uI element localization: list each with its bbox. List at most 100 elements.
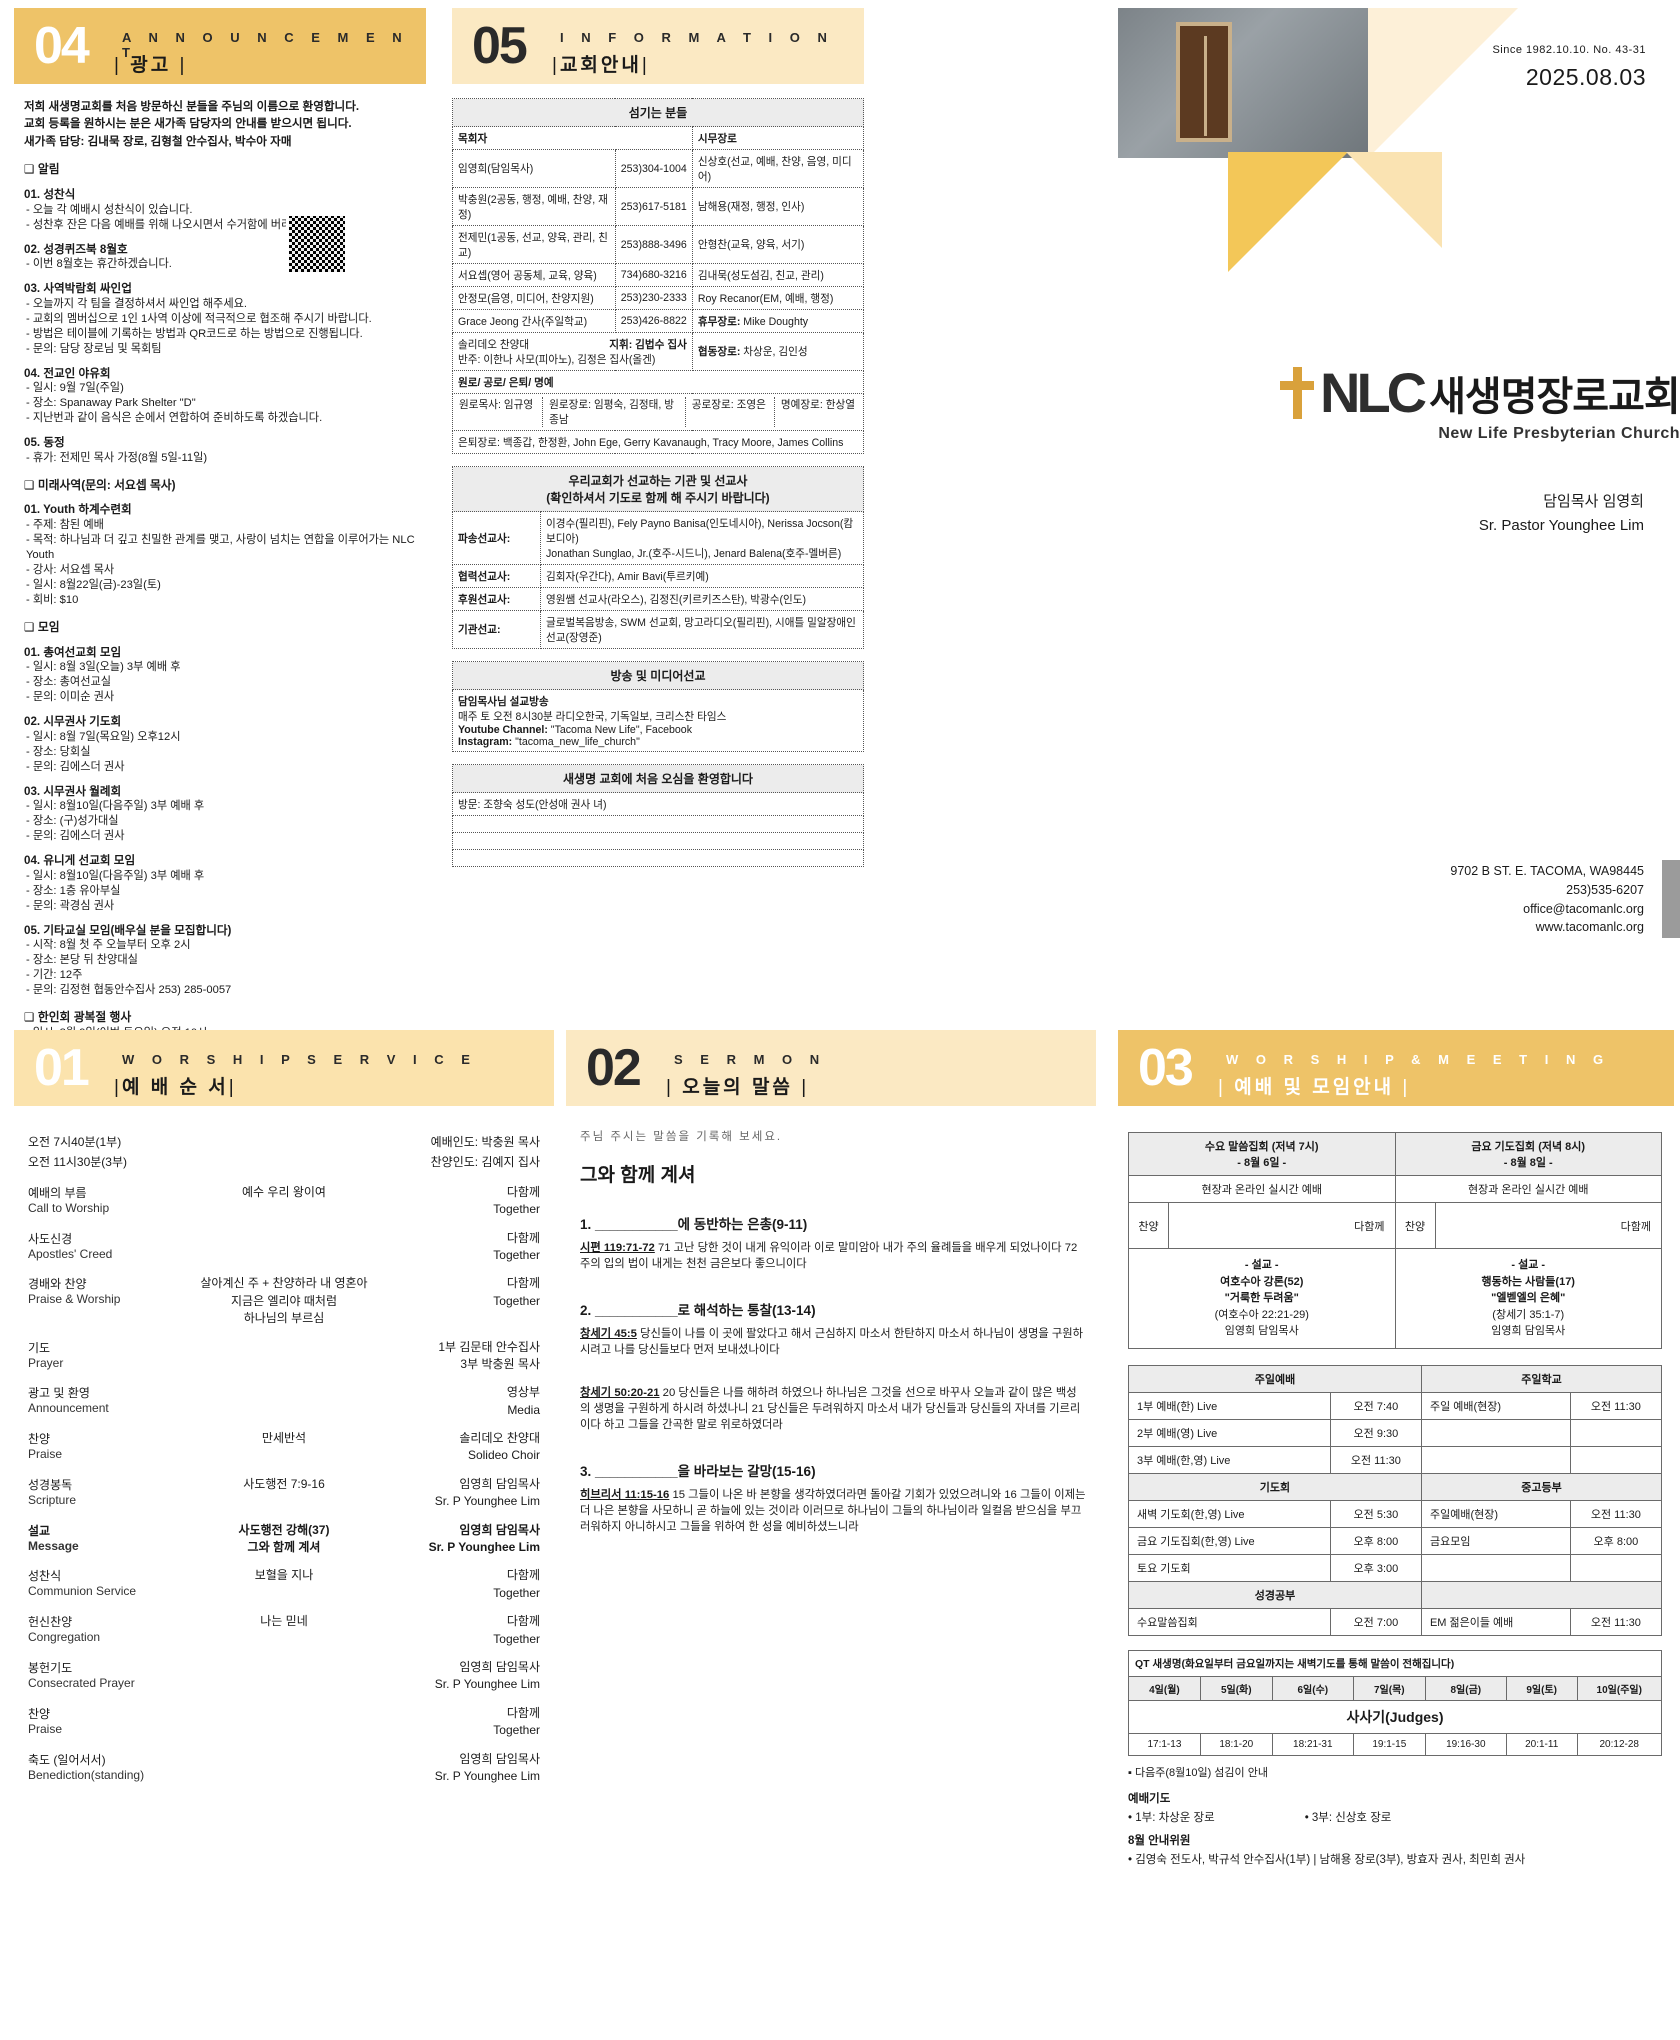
prayer-head: 예배기도 [1128, 1792, 1171, 1805]
qt-day: 4일(월) [1128, 1675, 1201, 1701]
worship-time-row: 오전 11시30분(3부) 찬양인도: 김예지 집사 [28, 1152, 540, 1172]
welcome-row: 방문: 조향숙 성도(안성애 권사 녀) [452, 792, 864, 816]
announcement-item-line: - 주제: 참된 예배 [26, 518, 104, 531]
announcement-body: 저희 새생명교회를 처음 방문하신 분들을 주님의 이름으로 환영합니다. 교회 … [14, 84, 426, 1056]
sermon-title: 그와 함께 계셔 [580, 1165, 696, 1186]
announcement-item-line: - 일시: 9월 7일(주일) [26, 382, 124, 395]
announcement-item-line: - 문의: 김에스더 권사 [26, 830, 125, 843]
honorary-cell: 공로장로: 조영은 [684, 397, 774, 427]
schedule-time [1569, 1445, 1663, 1474]
table-row: - 설교 - 여호수아 강론(52) "거룩한 두려움" (여호수아 22:21-29… [1128, 1248, 1662, 1349]
mission-label: 후원선교사: [452, 587, 541, 611]
worship-order-row: 성찬식 Communion Service 보혈을 지나 다함께 Together [28, 1556, 540, 1602]
announcement-item-line: - 일시: 8월 7일(목요일) 오후12시 [26, 730, 181, 743]
announcement-item-title: 01. Youth 하계수련회 [24, 503, 132, 517]
schedule-time: 오전 11:30 [1569, 1499, 1663, 1528]
schedule-label: 2부 예배(영) Live [1128, 1418, 1331, 1447]
worship-item-detail [178, 1705, 390, 1740]
table-row: 은퇴장로: 백종갑, 한정환, John Ege, Gerry Kavanaug… [452, 430, 864, 454]
announcement-item-title: 02. 성경퀴즈북 8월호 [24, 242, 128, 256]
qt-day: 8일(금) [1424, 1675, 1507, 1701]
church-website: www.tacomanlc.org [1535, 920, 1644, 935]
schedule-time: 오전 7:40 [1329, 1391, 1422, 1420]
logo-nlc-text: NLC [1320, 361, 1427, 424]
broadcast-line: Youtube Channel: "Tacoma New Life", Face… [458, 723, 692, 736]
worship-item-detail: 만세반석 [261, 1431, 307, 1446]
intro-line: 저희 새생명교회를 처음 방문하신 분들을 주님의 이름으로 환영합니다. [24, 100, 360, 113]
schedule-time: 오전 7:00 [1329, 1607, 1422, 1636]
mission-label: 협력선교사: [452, 564, 541, 588]
table-row: 3부 예배(한,영) Live 오전 11:30 [1128, 1445, 1663, 1474]
section-label-en: A N N O U N C E M E N T [122, 30, 409, 60]
section-label-kr: |예 배 순 서| [114, 1077, 237, 1098]
worship-order-body: 오전 7시40분(1부) 예배인도: 박충원 목사 오전 11시30분(3부) 찬양인… [14, 1106, 554, 1785]
schedule-label: 금요 기도집회(한,영) Live [1128, 1526, 1331, 1555]
sermon-note: 주님 주시는 말씀을 기록해 보세요. [580, 1131, 783, 1143]
welcome-row [452, 849, 864, 867]
honorary-row: 원로목사: 임규영 원로장로: 임평숙, 김정태, 방종남 공로장로: 조영은 명예장… [452, 393, 864, 431]
pastor-block: 담임목사 임영희 Sr. Pastor Younghee Lim [1479, 490, 1644, 538]
decor-triangle-light [1346, 152, 1442, 248]
worship-item-detail [178, 1751, 390, 1786]
sermon-verse: 히브리서 11:15-16 15 그들이 나온 바 본향을 생각하였더라면 돌아… [580, 1488, 1086, 1534]
table-row: 새생명 교회에 처음 오심을 환영합니다 [452, 764, 864, 793]
pastor-name: Grace Jeong 간사(주일학교) [452, 309, 616, 333]
mission-table: 우리교회가 선교하는 기관 및 선교사 (확인하셔서 기도로 함께 해 주시기 바… [452, 466, 864, 649]
prayer-item: • 1부: 차상운 장로 [1128, 1811, 1215, 1824]
worship-item-person: 다함께 Together [493, 1276, 540, 1308]
announcement-item-line: - 문의: 김에스더 권사 [26, 760, 125, 773]
section-label-kr: |교회안내| [552, 55, 650, 76]
table-row: 박충원(2공동, 행정, 예배, 찬양, 재정) 253)617-5181 남해용(… [452, 187, 865, 226]
worship-item-person: 다함께 Together [493, 1230, 540, 1262]
sermon-point-head: 1. ___________에 동반하는 은총(9-11) [580, 1217, 808, 1232]
pastor-name: 전제민(1공동, 선교, 양육, 관리, 친교) [452, 225, 616, 264]
masthead: Since 1982.10.10. No. 43-31 2025.08.03 N… [1118, 0, 1680, 990]
schedule-time: 오전 11:30 [1569, 1607, 1663, 1636]
announcement-item-line: - 장소: 1층 유아부실 [26, 884, 121, 897]
schedule-label: 금요모임 [1420, 1526, 1571, 1555]
table-row: 협력선교사: 김회자(우간다), Amir Bavi(투르키예) [452, 564, 864, 588]
worship-order-row: 사도신경 Apostles' Creed 다함께 Together [28, 1219, 540, 1265]
worship-times: 오전 7시40분(1부) 예배인도: 박충원 목사 오전 11시30분(3부) 찬양인… [28, 1132, 540, 1173]
announcement-item-line: - 휴가: 전제민 목사 가정(8월 5일-11일) [26, 451, 208, 464]
elders-header: 시무장로 [691, 126, 865, 150]
schedule-head: 기도회 [1128, 1472, 1422, 1501]
honorary-cell: 원로장로: 임평숙, 김정태, 방종남 [542, 397, 685, 427]
worship-leader: 찬양인도: 김예지 집사 [430, 1155, 540, 1170]
schedule-head [1420, 1580, 1663, 1609]
pastors-header: 목회자 [452, 126, 693, 150]
decor-triangle-cream [1368, 8, 1518, 158]
decor-triangle-gold [1228, 152, 1348, 272]
announcement-item-line: - 방법은 테이블에 기록하는 방법과 QR코드로 하는 방법으로 진행됩니다. [26, 327, 363, 340]
worship-leader: 예배인도: 박충원 목사 [430, 1135, 540, 1149]
honorary-cell: 원로목사: 임규영 [459, 399, 534, 411]
midweek-sermon: - 설교 - 여호수아 강론(52) "거룩한 두려움" (여호수아 22:21-29… [1128, 1248, 1396, 1349]
midweek-praise-value: 다함께 [1168, 1202, 1396, 1249]
announcement-item-title: 02. 시무권사 기도회 [24, 715, 122, 729]
midweek-praise-label: 찬양 [1394, 1202, 1436, 1249]
qr-code-icon [286, 213, 348, 275]
sermon-verse: 시편 119:71-72 71 고난 당한 것이 내게 유익이라 이로 말미암아… [580, 1242, 1078, 1271]
section-sermon: 02 S E R M O N | 오늘의 말씀 | 주님 주시는 말씀을 기록해… [566, 1030, 1096, 1536]
announcement-item-title: 04. 전교인 야유회 [24, 366, 111, 380]
worship-order-row: 기도 Prayer 1부 김문태 안수집사 3부 박충원 목사 [28, 1328, 540, 1374]
worship-item-person: 다함께 Together [493, 1184, 540, 1217]
schedule-time: 오후 8:00 [1569, 1526, 1663, 1555]
worship-time-row: 오전 7시40분(1부) 예배인도: 박충원 목사 [28, 1132, 540, 1152]
table-row: 솔리데오 찬양대 지휘: 김법수 집사 반주: 이한나 사모(피아노), 김정은 집… [452, 332, 865, 371]
midweek-sermon: - 설교 - 행동하는 사람들(17) "엘벧엘의 은혜" (창세기 35:1-7) 임… [1394, 1248, 1662, 1349]
announcement-item-title: 05. 기타교실 모임(배우실 분을 모집합니다) [24, 923, 232, 937]
worship-item-name: 헌신찬양 Congregation [28, 1615, 101, 1645]
announcement-item-title: 03. 사역박람회 싸인업 [24, 282, 132, 296]
schedule-label: 토요 기도회 [1128, 1553, 1331, 1582]
elder-name: 신상호(선교, 예배, 찬양, 음영, 미디어) [691, 149, 865, 188]
announcement-item-line: - 이번 8월호는 휴간하겠습니다. [26, 258, 172, 271]
qt-day: 6일(수) [1271, 1675, 1354, 1701]
schedule-time: 오전 11:30 [1329, 1445, 1422, 1474]
worship-item-person: 다함께 Together [493, 1568, 540, 1600]
table-row: 목회자 시무장로 [452, 126, 865, 150]
table-row: 담임목사님 설교방송 매주 토 오전 8시30분 라디오한국, 기독일보, 크리스… [452, 689, 864, 752]
table-row: 기도회 중고등부 [1128, 1472, 1663, 1501]
schedule-time: 오후 8:00 [1329, 1526, 1422, 1555]
qt-day: 5일(화) [1199, 1675, 1273, 1701]
